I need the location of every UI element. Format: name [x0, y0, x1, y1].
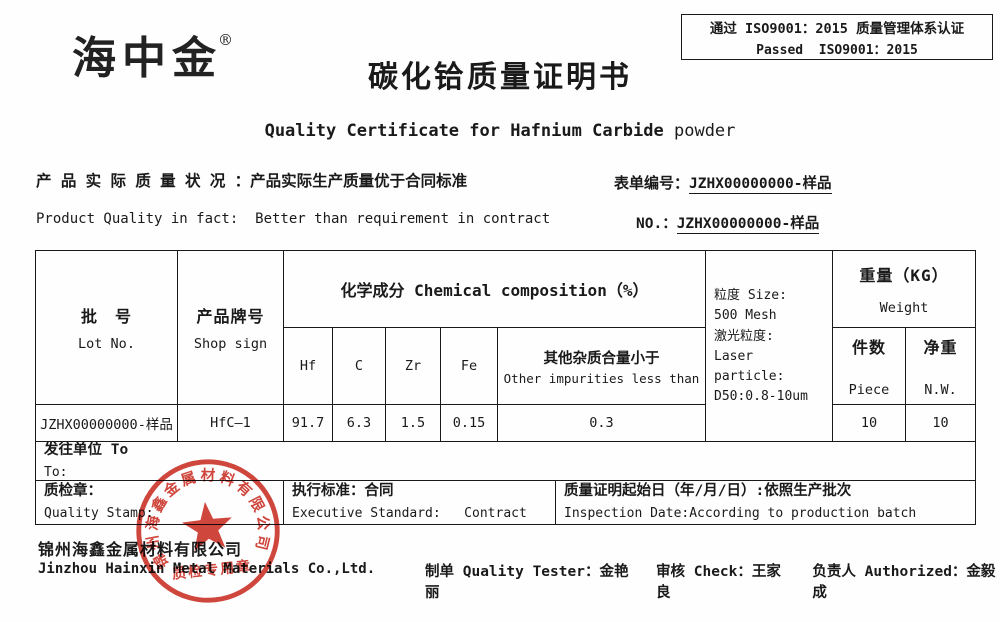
element-fe-header: Fe — [441, 328, 498, 405]
piece-text: 10 — [860, 415, 878, 431]
chemical-composition-header-text: 化学成分 Chemical composition（%） — [340, 281, 649, 300]
inspection-date-cell: 质量证明起始日（年/月/日）:依照生产批次 Inspection Date:Ac… — [556, 481, 976, 525]
shop-sign-header: 产品牌号 Shop sign — [178, 251, 284, 405]
piece-value: 10 — [833, 405, 906, 442]
signature-row: 制单 Quality Tester：金艳丽 审核 Check：王家良 负责人 A… — [425, 560, 1000, 602]
quality-stamp-cell: 质检章： Quality Stamp: — [36, 481, 284, 525]
size-line-3: 激光粒度: — [714, 328, 774, 344]
element-zr-label: Zr — [404, 358, 422, 374]
element-c-header: C — [333, 328, 386, 405]
company-logo: 海中金® — [72, 22, 233, 86]
consignee-label-en: To: — [44, 464, 68, 480]
shop-sign-header-en: Shop sign — [193, 336, 268, 352]
other-impurities-header-cn: 其他杂质合量小于 — [543, 350, 660, 367]
fe-value: 0.15 — [441, 405, 498, 442]
c-value: 6.3 — [333, 405, 386, 442]
particle-size-header: 粒度 Size: 500 Mesh 激光粒度: Laser particle: … — [706, 251, 833, 442]
certificate-title-cn: 碳化铪质量证明书 — [368, 60, 632, 95]
element-fe-label: Fe — [460, 358, 478, 374]
lot-number-header: 批 号 Lot No. — [36, 251, 178, 405]
hf-value: 91.7 — [284, 405, 333, 442]
other-impurities-text: 0.3 — [589, 415, 614, 431]
shop-sign-text: HfC—1 — [210, 415, 251, 431]
net-weight-header-cn: 净重 — [923, 338, 958, 357]
executive-standard-en: Executive Standard: Contract — [292, 506, 527, 522]
quality-stamp-label-cn: 质检章： — [44, 483, 102, 500]
certificate-title-en-main: Quality Certificate for Hafnium Carbide — [264, 121, 674, 141]
executive-standard-cell: 执行标准：合同 Executive Standard: Contract — [284, 481, 556, 525]
certificate-title-en-suffix: powder — [673, 121, 736, 141]
certificate-number-label: NO.： — [636, 216, 677, 232]
element-c-label: C — [354, 358, 364, 374]
lot-number-value: JZHX00000000-样品 — [36, 405, 178, 442]
checker: 审核 Check：王家良 — [656, 564, 781, 601]
iso-certification-cn: 通过 ISO9001：2015 质量管理体系认证 — [709, 20, 965, 37]
hf-text: 91.7 — [291, 415, 325, 431]
quality-stamp-label-en: Quality Stamp: — [44, 506, 154, 522]
fe-text: 0.15 — [452, 415, 486, 431]
element-hf-label: Hf — [299, 358, 317, 374]
certificate-number-value: JZHX00000000-样品 — [676, 216, 820, 234]
lot-number-text: JZHX00000000-样品 — [40, 417, 173, 433]
piece-header-cn: 件数 — [851, 338, 886, 357]
net-weight-value: 10 — [906, 405, 976, 442]
iso-certification-en: Passed ISO9001：2015 — [756, 42, 918, 58]
shop-sign-value: HfC—1 — [178, 405, 284, 442]
other-impurities-header: 其他杂质合量小于 Other impurities less than — [498, 328, 706, 405]
weight-header-cn: 重量（KG） — [859, 266, 949, 285]
c-text: 6.3 — [346, 415, 372, 431]
zr-value: 1.5 — [386, 405, 441, 442]
company-name-en: Jinzhou Hainxin Metal Materials Co.,Ltd. — [38, 561, 376, 577]
form-number: 表单编号：JZHX00000000-样品 — [614, 172, 832, 194]
weight-header-en: Weight — [879, 300, 929, 316]
certificate-title-en: Quality Certificate for Hafnium Carbide … — [0, 121, 1000, 141]
inspection-date-cn: 质量证明起始日（年/月/日）:依照生产批次 — [564, 483, 852, 500]
inspection-date-en: Inspection Date:According to production … — [564, 506, 917, 522]
chemical-composition-header: 化学成分 Chemical composition（%） — [284, 251, 706, 328]
other-impurities-header-en: Other impurities less than — [503, 370, 700, 386]
zr-text: 1.5 — [400, 415, 426, 431]
consignee-label-cn: 发往单位 To — [44, 442, 129, 458]
certificate-number: NO.：JZHX00000000-样品 — [636, 212, 820, 234]
shop-sign-header-cn: 产品牌号 — [196, 307, 265, 326]
consignee-row: 发往单位 To To: — [36, 442, 976, 481]
lot-number-header-en: Lot No. — [78, 336, 135, 352]
element-zr-header: Zr — [386, 328, 441, 405]
form-number-value: JZHX00000000-样品 — [689, 176, 832, 194]
executive-standard-cn: 执行标准：合同 — [292, 483, 394, 500]
net-weight-header: 净重 N.W. — [906, 328, 976, 405]
net-weight-text: 10 — [932, 415, 949, 431]
size-line-1: 粒度 Size: — [714, 287, 787, 303]
certificate-table: 批 号 Lot No. 产品牌号 Shop sign 化学成分 Chemical… — [35, 250, 976, 525]
element-hf-header: Hf — [284, 328, 333, 405]
logo-text: 海中金 — [72, 33, 222, 84]
weight-header: 重量（KG） Weight — [833, 251, 976, 328]
size-line-2: 500 Mesh — [714, 308, 777, 323]
quality-status-en: Product Quality in fact: Better than req… — [36, 211, 551, 227]
other-impurities-value: 0.3 — [498, 405, 706, 442]
size-line-5: D50:0.8-10um — [714, 389, 808, 404]
piece-header: 件数 Piece — [833, 328, 906, 405]
registered-trademark-icon: ® — [218, 31, 233, 49]
iso-certification-box: 通过 ISO9001：2015 质量管理体系认证 Passed ISO9001：… — [681, 14, 993, 60]
net-weight-header-en: N.W. — [924, 382, 957, 398]
piece-header-en: Piece — [848, 382, 890, 398]
quality-status-cn: 产 品 实 际 质 量 状 况 ：产品实际生产质量优于合同标准 — [36, 172, 468, 190]
form-number-label: 表单编号： — [614, 174, 690, 192]
company-name-cn: 锦州海鑫金属材料有限公司 — [38, 540, 243, 559]
lot-number-header-cn: 批 号 — [80, 307, 132, 326]
quality-tester: 制单 Quality Tester：金艳丽 — [425, 564, 629, 601]
size-line-4: Laser particle: — [714, 349, 785, 384]
authorizer: 负责人 Authorized：金毅成 — [812, 564, 996, 601]
